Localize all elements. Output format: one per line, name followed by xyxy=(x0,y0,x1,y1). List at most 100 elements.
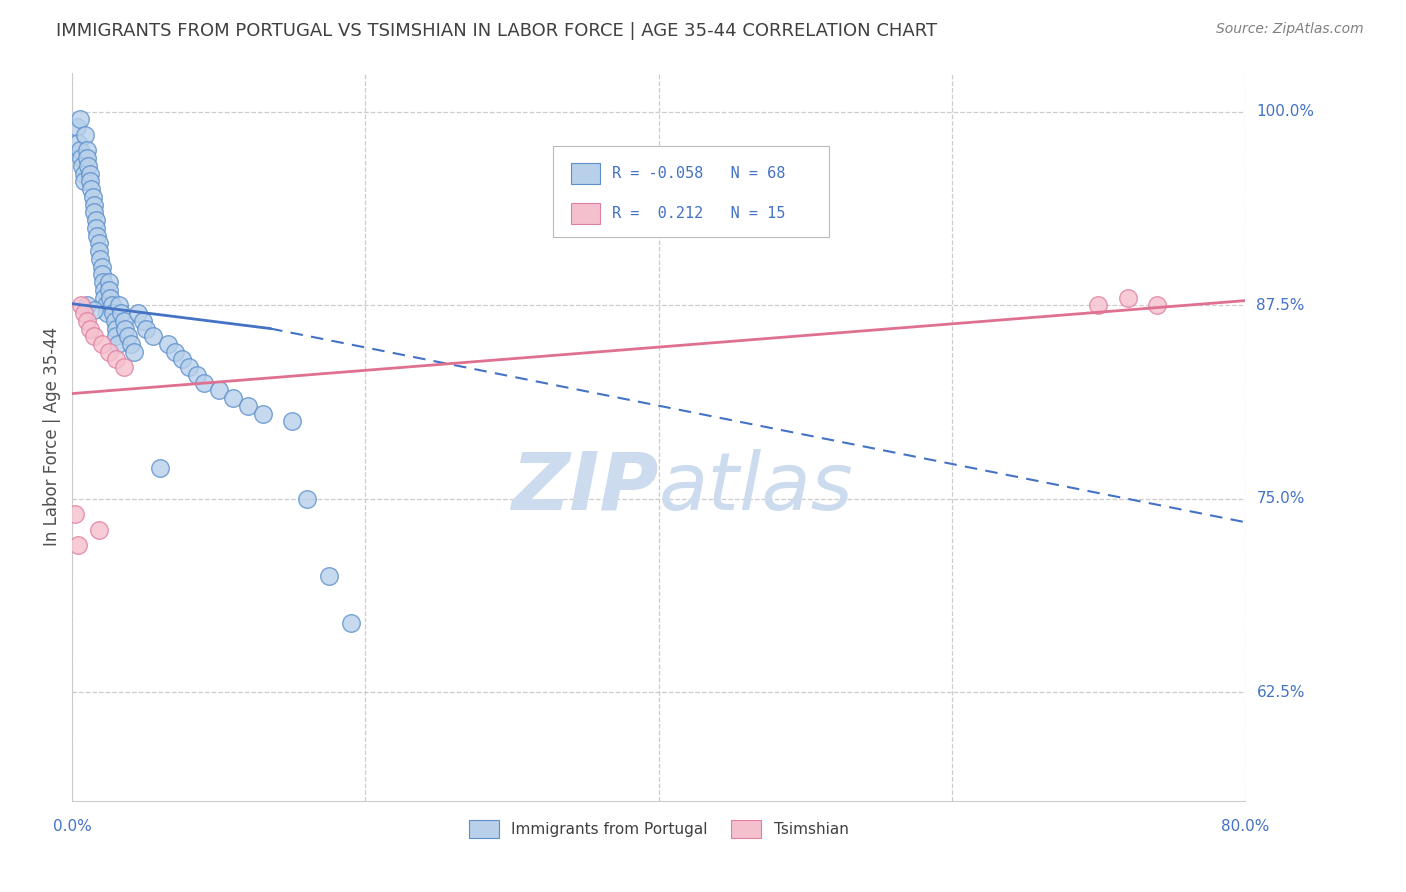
Point xyxy=(236,399,259,413)
Point xyxy=(252,407,274,421)
Point xyxy=(70,151,93,165)
Point xyxy=(186,368,208,382)
Point xyxy=(105,329,128,343)
Point xyxy=(318,569,340,583)
Point xyxy=(89,252,111,266)
Point xyxy=(87,244,110,258)
Bar xyxy=(571,162,600,185)
Point xyxy=(87,236,110,251)
Text: 87.5%: 87.5% xyxy=(1257,298,1305,313)
Point xyxy=(98,291,121,305)
Point xyxy=(79,321,101,335)
Point xyxy=(75,128,97,142)
Point xyxy=(222,391,245,405)
Point xyxy=(117,329,139,343)
Point xyxy=(114,321,136,335)
Point xyxy=(96,306,118,320)
Point xyxy=(295,491,318,506)
Point xyxy=(73,167,96,181)
Point xyxy=(103,306,125,320)
Text: R = -0.058   N = 68: R = -0.058 N = 68 xyxy=(612,166,785,181)
Point xyxy=(90,260,112,274)
Y-axis label: In Labor Force | Age 35-44: In Labor Force | Age 35-44 xyxy=(44,327,60,547)
Point xyxy=(110,306,132,320)
FancyBboxPatch shape xyxy=(553,145,828,236)
Point xyxy=(179,360,201,375)
Point xyxy=(172,352,194,367)
Bar xyxy=(571,202,600,225)
Point xyxy=(93,283,115,297)
Text: R =  0.212   N = 15: R = 0.212 N = 15 xyxy=(612,206,785,221)
Point xyxy=(112,360,135,375)
Point xyxy=(94,298,117,312)
Text: 80.0%: 80.0% xyxy=(1220,820,1270,834)
Point xyxy=(77,159,100,173)
Point xyxy=(73,306,96,320)
Point xyxy=(101,298,124,312)
Point xyxy=(91,275,114,289)
Text: 62.5%: 62.5% xyxy=(1257,685,1305,700)
Point xyxy=(1116,291,1139,305)
Point xyxy=(86,228,108,243)
Point xyxy=(67,136,90,150)
Point xyxy=(97,275,120,289)
Point xyxy=(120,337,142,351)
Point xyxy=(87,523,110,537)
Point xyxy=(79,174,101,188)
Point xyxy=(208,384,231,398)
Point xyxy=(281,414,304,428)
Point xyxy=(149,461,172,475)
Point xyxy=(72,159,94,173)
Point xyxy=(134,321,156,335)
Point xyxy=(80,182,103,196)
Point xyxy=(339,615,361,630)
Text: IMMIGRANTS FROM PORTUGAL VS TSIMSHIAN IN LABOR FORCE | AGE 35-44 CORRELATION CHA: IMMIGRANTS FROM PORTUGAL VS TSIMSHIAN IN… xyxy=(56,22,938,40)
Text: ZIP: ZIP xyxy=(512,449,658,527)
Point xyxy=(76,314,98,328)
Point xyxy=(105,321,128,335)
Point xyxy=(83,302,105,317)
Point xyxy=(76,151,98,165)
Point xyxy=(127,306,149,320)
Point xyxy=(193,376,215,390)
Point xyxy=(108,298,131,312)
Legend: Immigrants from Portugal, Tsimshian: Immigrants from Portugal, Tsimshian xyxy=(463,814,855,844)
Point xyxy=(104,314,127,328)
Point xyxy=(76,298,98,312)
Point xyxy=(122,344,145,359)
Point xyxy=(83,329,105,343)
Point xyxy=(73,174,96,188)
Point xyxy=(107,337,129,351)
Point xyxy=(90,268,112,282)
Point xyxy=(69,112,91,127)
Point xyxy=(97,283,120,297)
Point xyxy=(112,314,135,328)
Point xyxy=(90,337,112,351)
Point xyxy=(63,508,86,522)
Point xyxy=(84,213,107,227)
Point xyxy=(67,538,90,552)
Point xyxy=(79,167,101,181)
Point xyxy=(83,205,105,219)
Text: 75.0%: 75.0% xyxy=(1257,491,1305,507)
Point xyxy=(142,329,165,343)
Point xyxy=(97,344,120,359)
Point xyxy=(70,298,93,312)
Point xyxy=(1146,298,1168,312)
Text: 100.0%: 100.0% xyxy=(1257,104,1315,120)
Point xyxy=(105,352,128,367)
Point xyxy=(84,220,107,235)
Text: Source: ZipAtlas.com: Source: ZipAtlas.com xyxy=(1216,22,1364,37)
Point xyxy=(1087,298,1109,312)
Point xyxy=(156,337,179,351)
Point xyxy=(82,190,104,204)
Point xyxy=(83,197,105,211)
Text: 0.0%: 0.0% xyxy=(53,820,91,834)
Point xyxy=(66,120,89,135)
Text: atlas: atlas xyxy=(658,449,853,527)
Point xyxy=(69,144,91,158)
Point xyxy=(163,344,186,359)
Point xyxy=(131,314,153,328)
Point xyxy=(93,291,115,305)
Point xyxy=(76,144,98,158)
